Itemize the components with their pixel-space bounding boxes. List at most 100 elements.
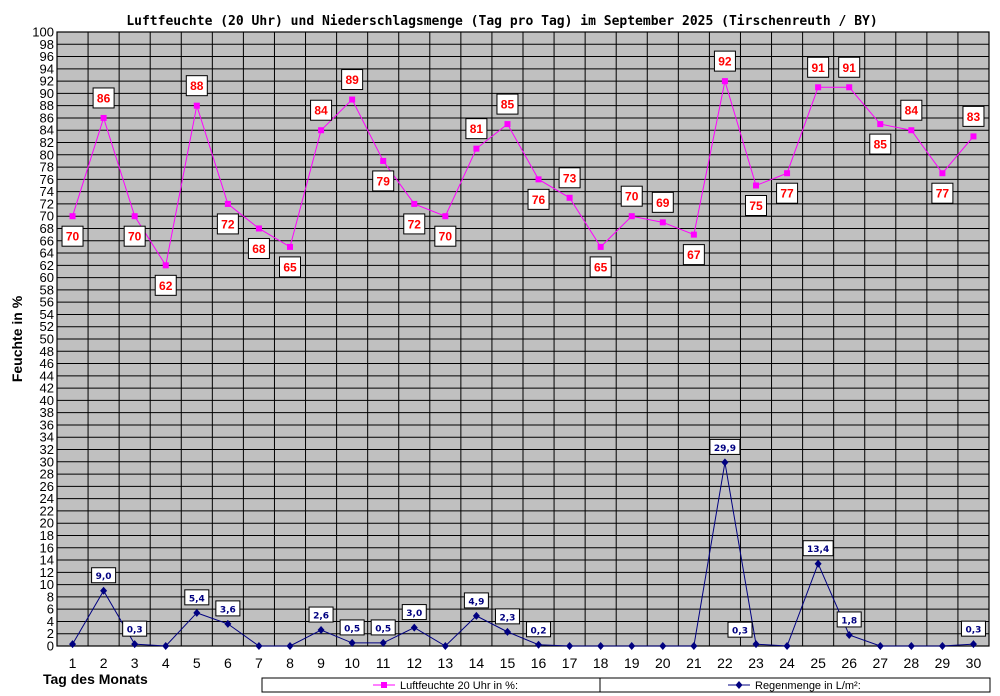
rain-point <box>721 458 729 467</box>
humidity-data-label: 86 <box>92 87 115 109</box>
rain-point <box>472 611 480 620</box>
y-tick-label: 82 <box>40 135 54 150</box>
rain-point <box>503 627 511 636</box>
rain-point <box>752 640 760 649</box>
rain-point <box>193 608 201 617</box>
y-tick-label: 44 <box>40 368 54 383</box>
x-tick-label: 18 <box>593 655 609 671</box>
x-tick-label: 13 <box>438 655 454 671</box>
y-tick-label: 78 <box>40 160 54 175</box>
rain-data-label: 0,3 <box>727 621 753 638</box>
svg-text:29,9: 29,9 <box>714 444 736 454</box>
y-tick-label: 52 <box>40 319 54 334</box>
rain-data-label: 0,3 <box>122 620 148 637</box>
humidity-point <box>566 194 573 201</box>
humidity-data-label: 72 <box>216 213 239 235</box>
rain-point <box>69 640 77 649</box>
y-tick-label: 86 <box>40 110 54 125</box>
rain-data-label: 5,4 <box>184 589 210 606</box>
svg-text:77: 77 <box>780 187 794 201</box>
svg-text:89: 89 <box>345 73 359 87</box>
y-tick-label: 36 <box>40 417 54 432</box>
svg-text:0,3: 0,3 <box>732 627 748 637</box>
x-tick-label: 17 <box>562 655 578 671</box>
humidity-point <box>473 145 480 152</box>
svg-text:3,0: 3,0 <box>406 609 422 619</box>
humidity-data-label: 70 <box>434 225 457 247</box>
svg-text:84: 84 <box>314 104 328 118</box>
rain-point <box>814 559 822 568</box>
humidity-data-label: 70 <box>61 225 84 247</box>
x-tick-label: 5 <box>193 655 201 671</box>
x-tick-label: 15 <box>500 655 516 671</box>
rain-data-label: 0,5 <box>339 619 365 636</box>
x-tick-label: 29 <box>935 655 951 671</box>
x-tick-label: 11 <box>376 655 391 671</box>
svg-text:70: 70 <box>625 190 639 204</box>
legend-label: Luftfeuchte 20 Uhr in %: <box>400 680 518 692</box>
svg-text:91: 91 <box>843 61 857 75</box>
humidity-point <box>162 262 169 269</box>
humidity-point <box>784 170 791 177</box>
svg-text:2,6: 2,6 <box>313 612 329 622</box>
svg-text:65: 65 <box>283 260 297 274</box>
humidity-data-label: 85 <box>869 133 892 155</box>
rain-data-label: 0,5 <box>370 619 396 636</box>
y-tick-label: 28 <box>40 467 54 482</box>
svg-text:76: 76 <box>532 193 546 207</box>
svg-text:85: 85 <box>874 138 888 152</box>
legend-box <box>261 677 991 693</box>
svg-text:0,2: 0,2 <box>531 626 547 636</box>
rain-data-label: 13,4 <box>802 540 834 557</box>
data-labels: 70 86 70 62 88 72 68 65 84 89 79 72 70 81 85 76 73 65 70 69… <box>61 50 986 638</box>
x-tick-label: 7 <box>255 655 263 671</box>
x-tick-label: 22 <box>717 655 733 671</box>
y-tick-label: 64 <box>40 246 54 261</box>
humidity-point <box>380 157 387 164</box>
humidity-point <box>69 213 76 220</box>
x-tick-label: 10 <box>344 655 360 671</box>
x-tick-label: 21 <box>686 655 702 671</box>
svg-text:72: 72 <box>408 217 422 231</box>
humidity-data-label: 70 <box>123 225 146 247</box>
y-tick-label: 68 <box>40 221 54 236</box>
rain-data-label: 0,2 <box>526 621 552 638</box>
humidity-data-label: 68 <box>247 237 270 259</box>
y-tick-label: 100 <box>32 25 54 40</box>
rain-data-label: 0,3 <box>960 620 986 637</box>
humidity-point <box>659 219 666 226</box>
humidity-data-label: 83 <box>962 105 985 127</box>
y-tick-label: 70 <box>40 209 54 224</box>
y-tick-label: 54 <box>40 307 54 322</box>
svg-text:65: 65 <box>594 260 608 274</box>
x-tick-label: 20 <box>655 655 671 671</box>
rain-point <box>100 586 108 595</box>
svg-text:1,8: 1,8 <box>841 616 857 626</box>
rain-data-label: 3,6 <box>215 600 241 617</box>
y-tick-label: 80 <box>40 147 54 162</box>
humidity-point <box>318 127 325 134</box>
x-tick-label: 19 <box>624 655 640 671</box>
y-tick-label: 2 <box>47 626 54 641</box>
rain-point <box>566 642 574 650</box>
svg-text:0,5: 0,5 <box>344 624 360 634</box>
y-tick-label: 32 <box>40 442 54 457</box>
rain-point <box>162 642 170 650</box>
y-tick-label: 22 <box>40 503 54 518</box>
humidity-point <box>753 182 759 189</box>
y-tick-label: 88 <box>40 98 54 113</box>
chart-title: Luftfeuchte (20 Uhr) und Niederschlagsme… <box>126 14 877 29</box>
x-tick-label: 2 <box>100 655 108 671</box>
y-tick-label: 24 <box>40 491 54 506</box>
humidity-point <box>597 243 604 250</box>
y-tick-label: 42 <box>40 381 54 396</box>
humidity-data-label: 77 <box>776 182 799 204</box>
y-tick-label: 16 <box>40 540 54 555</box>
humidity-point <box>815 84 822 91</box>
svg-text:70: 70 <box>128 230 142 244</box>
x-tick-label: 8 <box>286 655 294 671</box>
x-tick-label: 12 <box>406 655 422 671</box>
y-tick-label: 76 <box>40 172 54 187</box>
humidity-data-label: 65 <box>279 256 301 278</box>
y-tick-label: 66 <box>40 233 54 248</box>
